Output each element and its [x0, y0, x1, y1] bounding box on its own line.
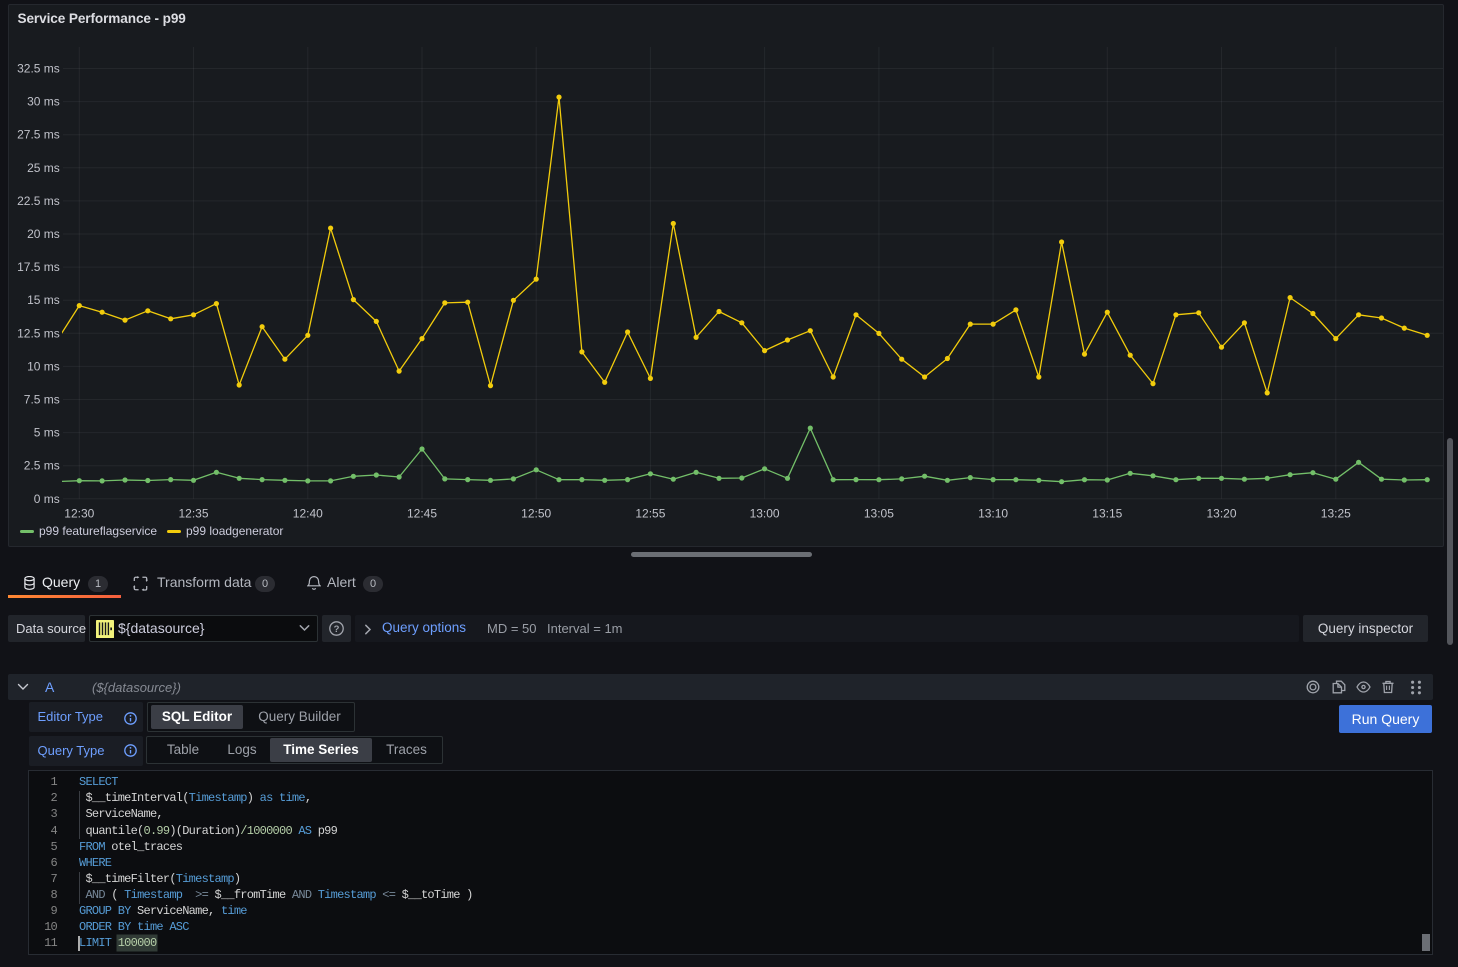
svg-text:13:10: 13:10	[978, 507, 1008, 521]
svg-text:12:45: 12:45	[407, 507, 437, 521]
svg-text:25 ms: 25 ms	[27, 161, 60, 175]
svg-text:15 ms: 15 ms	[27, 293, 60, 307]
svg-text:10 ms: 10 ms	[27, 359, 60, 373]
svg-text:30 ms: 30 ms	[27, 95, 60, 109]
svg-text:13:15: 13:15	[1092, 507, 1122, 521]
svg-text:12:50: 12:50	[521, 507, 551, 521]
svg-text:20 ms: 20 ms	[27, 227, 60, 241]
svg-text:12:30: 12:30	[64, 507, 94, 521]
svg-text:13:20: 13:20	[1206, 507, 1236, 521]
svg-text:7.5 ms: 7.5 ms	[24, 393, 60, 407]
svg-text:12:35: 12:35	[178, 507, 208, 521]
svg-text:17.5 ms: 17.5 ms	[17, 260, 60, 274]
svg-text:13:05: 13:05	[864, 507, 894, 521]
svg-text:2.5 ms: 2.5 ms	[24, 459, 60, 473]
svg-text:32.5 ms: 32.5 ms	[17, 62, 60, 76]
svg-text:13:00: 13:00	[750, 507, 780, 521]
svg-text:12:40: 12:40	[293, 507, 323, 521]
svg-text:13:25: 13:25	[1321, 507, 1351, 521]
svg-text:12:55: 12:55	[635, 507, 665, 521]
svg-text:12.5 ms: 12.5 ms	[17, 326, 60, 340]
svg-text:5 ms: 5 ms	[34, 426, 60, 440]
svg-text:0 ms: 0 ms	[34, 492, 60, 506]
svg-text:?: ?	[334, 624, 340, 635]
svg-text:27.5 ms: 27.5 ms	[17, 128, 60, 142]
svg-text:22.5 ms: 22.5 ms	[17, 194, 60, 208]
